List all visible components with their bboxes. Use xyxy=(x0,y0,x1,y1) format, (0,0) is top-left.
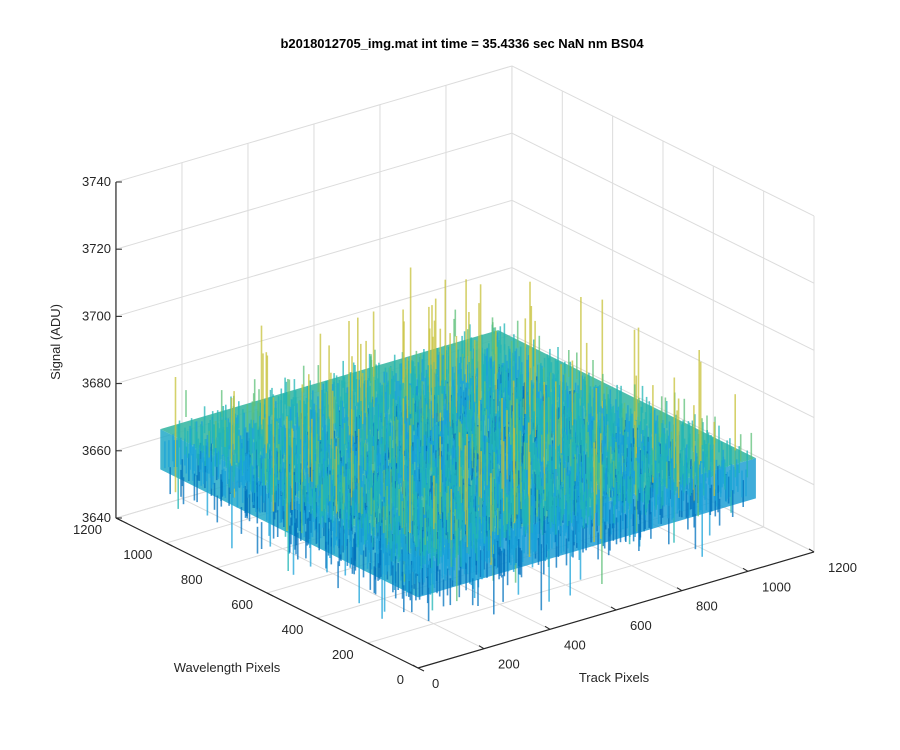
x-tick-label: 600 xyxy=(630,618,652,633)
wall-grid-z2 xyxy=(511,65,815,217)
y-tick-label: 1000 xyxy=(123,547,152,562)
tick-labels: 3640 3660 3680 3700 3720 3740 0 200 400 600 800 100… xyxy=(73,174,857,691)
y-tick-label: 600 xyxy=(231,597,253,612)
x-tick xyxy=(742,567,749,572)
y-axis-label: Wavelength Pixels xyxy=(174,660,281,675)
tick-marks xyxy=(115,181,815,672)
floor-grid-y xyxy=(367,526,764,644)
chart-title: b2018012705_img.mat int time = 35.4336 s… xyxy=(280,36,644,51)
y-tick-label: 0 xyxy=(397,672,404,687)
z-tick-label: 3640 xyxy=(82,510,111,525)
z-tick-label: 3660 xyxy=(82,443,111,458)
y-tick xyxy=(266,592,274,597)
wall-grid-z2 xyxy=(511,199,815,351)
wall-grid-z2 xyxy=(511,267,815,419)
wall-grid-z2 xyxy=(511,334,815,486)
wall-grid-z1 xyxy=(115,132,513,250)
y-tick-label: 200 xyxy=(332,647,354,662)
z-tick-label: 3680 xyxy=(82,376,111,391)
wall-grid-z1 xyxy=(115,65,513,183)
y-tick-label: 1200 xyxy=(73,522,102,537)
x-tick xyxy=(610,606,617,611)
x-tick-label: 1000 xyxy=(762,579,791,594)
y-tick xyxy=(367,642,374,647)
x-tick xyxy=(676,587,683,592)
z-axis-label: Signal (ADU) xyxy=(48,304,63,380)
y-tick xyxy=(115,517,123,522)
x-tick-label: 1200 xyxy=(828,560,857,575)
z-tick-label: 3740 xyxy=(82,174,111,189)
y-tick xyxy=(317,617,324,622)
x-tick xyxy=(412,664,419,669)
wall-grid-z1 xyxy=(115,199,513,317)
y-tick xyxy=(166,542,173,547)
x-tick-label: 800 xyxy=(696,599,718,614)
wall-grid-z2 xyxy=(511,132,815,284)
y-tick-label: 800 xyxy=(181,572,203,587)
y-tick xyxy=(216,567,223,572)
z-tick-label: 3700 xyxy=(82,308,111,323)
x-tick xyxy=(544,625,551,630)
x-tick-label: 200 xyxy=(498,657,520,672)
x-tick-label: 0 xyxy=(432,676,439,691)
x-tick xyxy=(478,645,485,650)
z-tick-label: 3720 xyxy=(82,241,111,256)
x-axis-label: Track Pixels xyxy=(579,670,650,685)
y-tick xyxy=(417,667,425,672)
signal-surface xyxy=(160,267,756,621)
x-tick xyxy=(808,548,815,553)
x-tick-label: 400 xyxy=(564,637,586,652)
y-tick-label: 400 xyxy=(282,622,304,637)
